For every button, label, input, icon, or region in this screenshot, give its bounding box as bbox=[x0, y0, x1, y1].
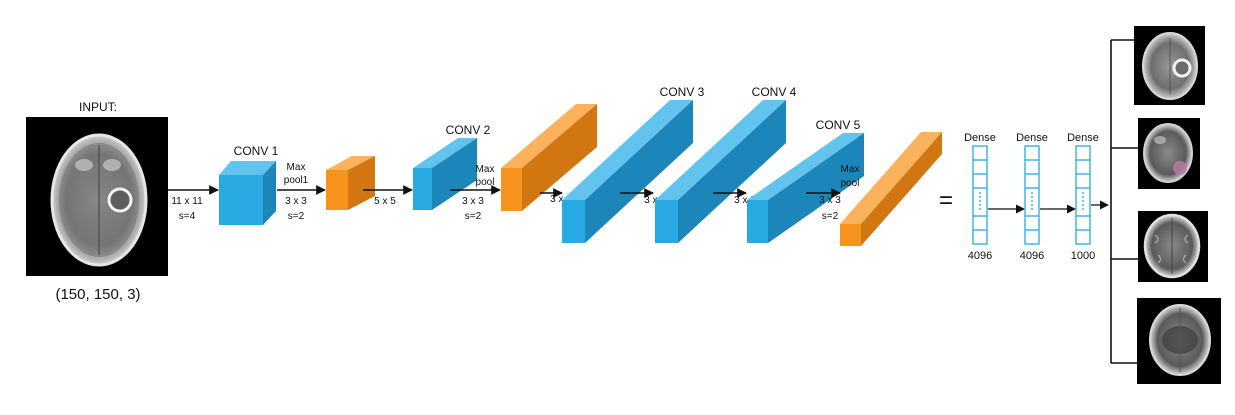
output-bracket bbox=[1110, 39, 1138, 364]
conv5-label: CONV 5 bbox=[816, 118, 861, 132]
pool1-kernel: 3 x 3 bbox=[285, 196, 307, 207]
conv2-block bbox=[413, 138, 477, 210]
dense2-units: 4096 bbox=[1020, 250, 1044, 262]
input-shape: (150, 150, 3) bbox=[55, 286, 140, 303]
conv3-block bbox=[562, 100, 693, 243]
output-mri-image-4 bbox=[1137, 298, 1221, 384]
dense1-units: 4096 bbox=[968, 250, 992, 262]
pool2-line1: Max bbox=[476, 164, 495, 175]
output-mri-image-2 bbox=[1138, 118, 1200, 189]
conv5-block bbox=[747, 133, 864, 243]
conv2-kernel: 5 x 5 bbox=[374, 196, 396, 207]
pool3-kernel: 3 x 3 bbox=[819, 195, 841, 206]
pool1-line2: pool1 bbox=[284, 175, 309, 186]
input-stride: s=4 bbox=[179, 211, 196, 222]
conv4-label: CONV 4 bbox=[752, 85, 797, 99]
pool1-block bbox=[326, 156, 375, 210]
dense1-label: Dense bbox=[964, 132, 996, 144]
output-mri-image-1 bbox=[1134, 26, 1205, 105]
pool3-stride: s=2 bbox=[822, 211, 839, 222]
input-kernel: 11 x 11 bbox=[171, 196, 203, 207]
pool2-kernel: 3 x 3 bbox=[462, 196, 484, 207]
dense3-units: 1000 bbox=[1071, 250, 1095, 262]
input-mri-image bbox=[26, 117, 168, 276]
conv1-block bbox=[219, 161, 276, 225]
conv4-block bbox=[655, 100, 786, 243]
equals-sign: = bbox=[939, 187, 953, 214]
output-mri-image-3 bbox=[1138, 211, 1208, 282]
pool1-stride: s=2 bbox=[288, 211, 305, 222]
conv3-kernel: 3 x 3 bbox=[550, 194, 572, 205]
dense3-column bbox=[1075, 145, 1091, 245]
pool1-line1: Max bbox=[287, 162, 306, 173]
pool2-line2: pool bbox=[476, 177, 495, 188]
pool2-block bbox=[501, 104, 597, 211]
pool3-line1: Max bbox=[841, 164, 860, 175]
conv3-label: CONV 3 bbox=[660, 85, 705, 99]
conv1-label: CONV 1 bbox=[234, 144, 279, 158]
dense1-column bbox=[972, 145, 988, 245]
dense2-label: Dense bbox=[1016, 132, 1048, 144]
pool3-line2: pool bbox=[841, 178, 860, 189]
dense2-column bbox=[1024, 145, 1040, 245]
pool2-stride: s=2 bbox=[465, 211, 482, 222]
conv2-label: CONV 2 bbox=[446, 123, 491, 137]
dense3-label: Dense bbox=[1067, 132, 1099, 144]
pool3-block bbox=[840, 132, 942, 246]
input-title: INPUT: bbox=[79, 100, 117, 114]
conv5-kernel: 3 x 3 bbox=[734, 195, 756, 206]
